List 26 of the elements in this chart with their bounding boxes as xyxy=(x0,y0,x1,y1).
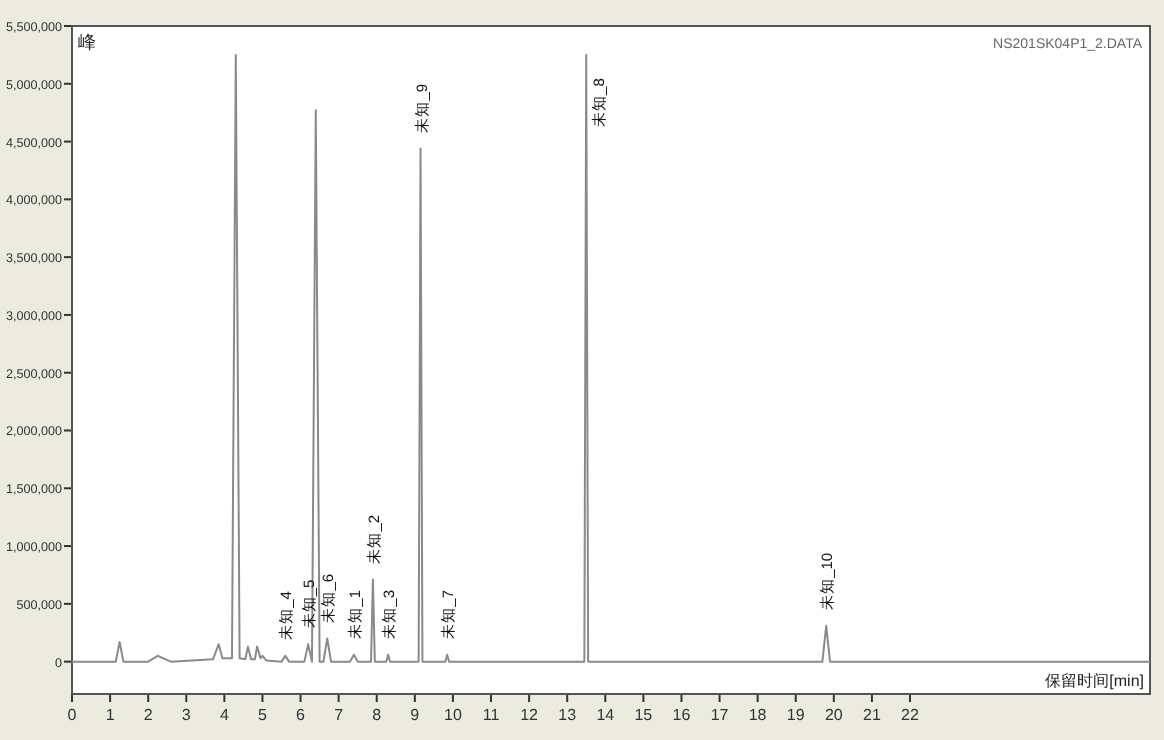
x-tick-label: 21 xyxy=(863,706,882,724)
x-tick-label: 19 xyxy=(786,706,806,724)
x-tick-label: 22 xyxy=(901,706,921,724)
x-axis-title: 保留时间[min] xyxy=(1045,672,1144,690)
x-tick-label: 7 xyxy=(334,706,345,724)
x-tick-label: 1 xyxy=(105,706,116,724)
x-tick-label: 13 xyxy=(558,706,578,724)
x-tick-label: 17 xyxy=(710,706,730,724)
x-tick-label: 6 xyxy=(296,706,307,724)
x-tick-label: 0 xyxy=(67,706,78,724)
x-tick-label: 3 xyxy=(181,706,192,724)
x-tick-label: 14 xyxy=(596,706,616,724)
line-series xyxy=(71,53,1151,663)
x-tick-label: 15 xyxy=(634,706,654,724)
x-tick-label: 11 xyxy=(482,706,501,724)
x-tick-label: 2 xyxy=(143,706,154,724)
x-tick-label: 20 xyxy=(824,706,844,724)
x-tick-label: 16 xyxy=(672,706,692,724)
x-tick-label: 5 xyxy=(258,706,269,724)
x-tick-label: 9 xyxy=(410,706,421,724)
x-tick-label: 18 xyxy=(748,706,768,724)
x-tick-label: 4 xyxy=(219,706,230,724)
y-axis-title: 峰 xyxy=(78,32,96,52)
x-tick-label: 10 xyxy=(444,706,463,724)
x-tick-label: 8 xyxy=(372,706,383,724)
x-tick-label: 12 xyxy=(520,706,540,724)
